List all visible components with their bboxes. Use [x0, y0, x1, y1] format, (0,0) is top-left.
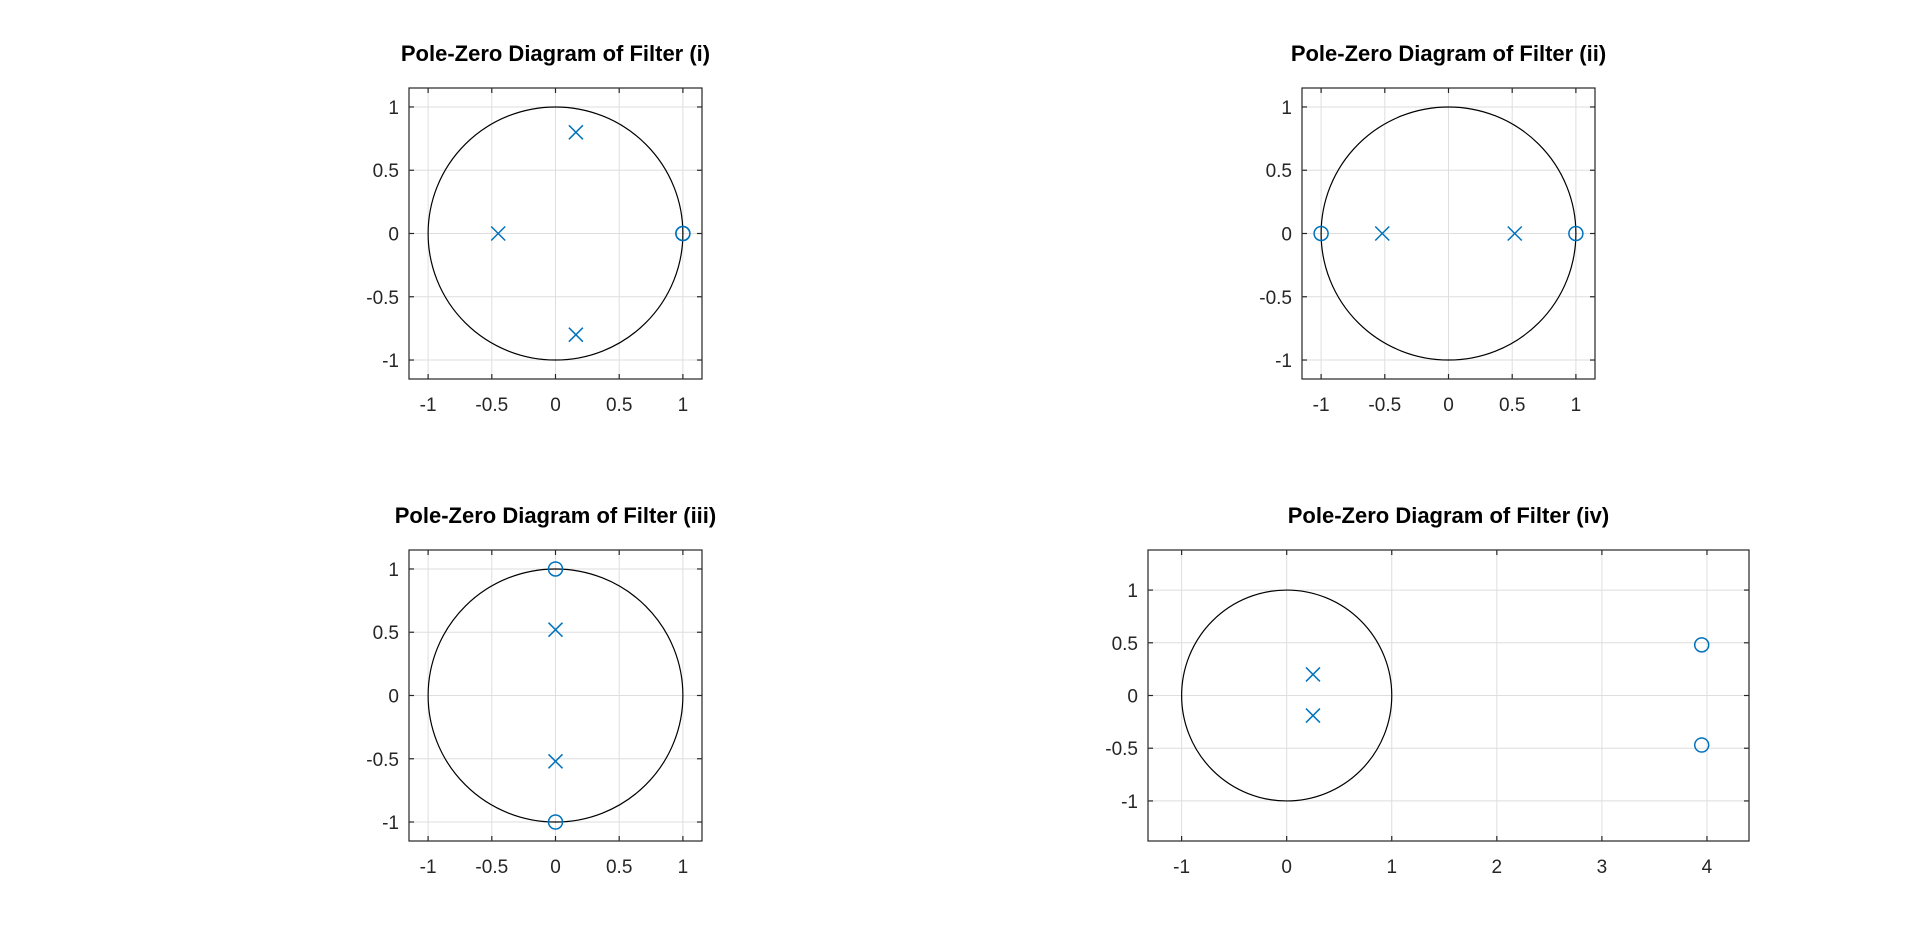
x-tick-label: -0.5: [1368, 395, 1401, 416]
zero-marker: [1693, 737, 1710, 753]
x-tick-label: 0.5: [1499, 395, 1525, 416]
y-tick-label: -0.5: [366, 288, 399, 309]
x-tick-label: 0: [1443, 395, 1454, 416]
y-tick-label: -1: [382, 813, 399, 834]
chart-title: Pole-Zero Diagram of Filter (iii): [395, 503, 716, 528]
chart-title: Pole-Zero Diagram of Filter (ii): [1291, 41, 1606, 66]
pole-marker: [568, 327, 584, 343]
subplot-3: -1 -0.5 0 0.5 1 -1 -0.5 0 0.5 1 Pole-Zero Diagram …: [366, 503, 716, 878]
x-tick-label: 0.5: [606, 395, 632, 416]
y-tick-label: 0.5: [373, 623, 399, 644]
y-tick-label: 1: [1127, 581, 1138, 602]
x-tick-label: 0: [550, 857, 561, 878]
x-tick-label: 4: [1702, 857, 1713, 878]
y-tick-label: 0.5: [373, 161, 399, 182]
y-tick-label: -1: [1275, 351, 1292, 372]
pole-marker: [1507, 225, 1523, 242]
x-tick-label: 1: [678, 857, 689, 878]
pole-marker: [490, 225, 506, 242]
y-tick-label: 0: [388, 687, 399, 708]
x-tick-label: 1: [678, 395, 689, 416]
y-tick-label: 1: [1281, 98, 1292, 119]
x-tick-label: 2: [1492, 857, 1503, 878]
unit-circle: [1320, 106, 1577, 361]
y-tick-label: 0: [1127, 687, 1138, 708]
y-tick-label: 0: [388, 225, 399, 246]
y-tick-label: 0.5: [1266, 161, 1292, 182]
x-tick-label: 0.5: [606, 857, 632, 878]
zero-marker: [1693, 637, 1710, 653]
zero-marker: [675, 225, 691, 242]
subplot-1: -1 -0.5 0 0.5 1 -1 -0.5 0 0.5 1 Pole-Zero Diagram …: [366, 41, 710, 416]
pole-marker: [547, 622, 564, 638]
y-tick-label: -0.5: [1105, 739, 1138, 760]
pole-marker: [1374, 225, 1390, 242]
chart-title: Pole-Zero Diagram of Filter (i): [401, 41, 710, 66]
y-tick-label: 0.5: [1112, 634, 1138, 655]
pole-marker: [1305, 708, 1321, 724]
subplot-2: -1 -0.5 0 0.5 1 -1 -0.5 0 0.5 1 Pole-Zero Diagram …: [1259, 41, 1606, 416]
x-tick-label: -0.5: [475, 857, 508, 878]
x-tick-label: 3: [1597, 857, 1608, 878]
x-tick-label: -1: [420, 857, 437, 878]
y-tick-label: 1: [388, 560, 399, 581]
pole-marker: [547, 753, 564, 769]
zero-marker: [1313, 225, 1329, 242]
zero-marker: [1568, 225, 1584, 242]
x-tick-label: -0.5: [475, 395, 508, 416]
x-tick-label: 1: [1386, 857, 1397, 878]
y-tick-label: 0: [1281, 225, 1292, 246]
subplot-4: -1 0 1 2 3 4 -1 -0.5 0 0.5 1 Pole-Zero Diagram of F…: [1105, 503, 1750, 878]
y-tick-label: -0.5: [1259, 288, 1292, 309]
y-tick-label: 1: [388, 98, 399, 119]
chart-title: Pole-Zero Diagram of Filter (iv): [1288, 503, 1610, 528]
y-tick-label: -1: [382, 351, 399, 372]
x-tick-label: 1: [1571, 395, 1582, 416]
y-tick-label: -1: [1121, 792, 1138, 813]
unit-circle: [427, 568, 684, 823]
y-tick-label: -0.5: [366, 750, 399, 771]
pole-marker: [1305, 666, 1321, 682]
x-tick-label: 0: [1281, 857, 1292, 878]
pole-marker: [568, 124, 584, 140]
zero-marker: [547, 814, 564, 830]
x-tick-label: -1: [1313, 395, 1330, 416]
x-tick-label: -1: [1173, 857, 1190, 878]
unit-circle: [1181, 589, 1393, 802]
zero-marker: [547, 561, 564, 577]
unit-circle: [427, 106, 684, 361]
x-tick-label: -1: [420, 395, 437, 416]
x-tick-label: 0: [550, 395, 561, 416]
